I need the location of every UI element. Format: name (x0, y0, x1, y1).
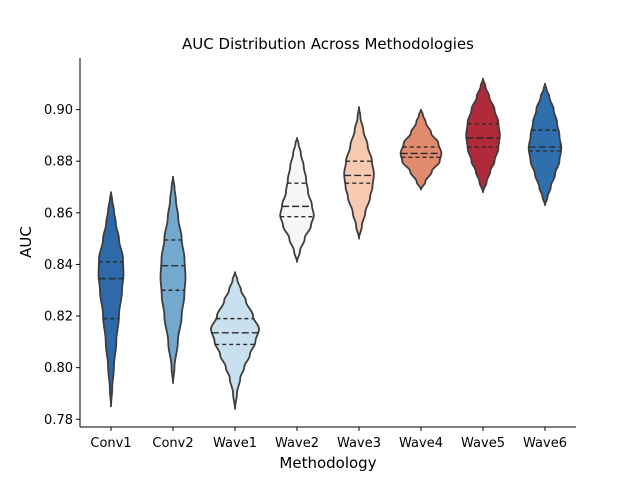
y-tick-label: 0.86 (44, 206, 73, 221)
x-tick-label-wave5: Wave5 (461, 436, 505, 451)
axes (79, 58, 576, 428)
violin-wave5 (465, 77, 501, 194)
x-tick-label-wave4: Wave4 (399, 436, 443, 451)
x-tick-label-wave3: Wave3 (337, 436, 381, 451)
y-ticks: 0.78 0.80 0.82 0.84 0.86 0.88 0.90 (44, 103, 80, 428)
plot-area (97, 77, 563, 410)
chart-title: AUC Distribution Across Methodologies (182, 35, 474, 53)
violin-wave2 (279, 137, 315, 263)
y-tick-label: 0.90 (44, 103, 73, 118)
x-axis-title: Methodology (279, 454, 376, 472)
y-tick-label: 0.78 (44, 413, 73, 428)
violin-wave4 (399, 108, 443, 191)
x-ticks: Conv1 Conv2 Wave1 Wave2 Wave3 Wave4 Wave5 Wave6 (90, 427, 567, 451)
x-tick-label-wave2: Wave2 (275, 436, 319, 451)
x-tick-label-wave1: Wave1 (213, 436, 257, 451)
y-tick-label: 0.80 (44, 361, 73, 376)
violin-wave3 (343, 106, 375, 240)
violin-conv2 (159, 175, 187, 385)
y-axis-title: AUC (17, 226, 35, 258)
x-tick-label-wave6: Wave6 (523, 436, 567, 451)
violin-conv1 (97, 191, 125, 408)
violin-wave1 (210, 271, 260, 410)
y-tick-label: 0.84 (44, 258, 73, 273)
y-tick-label: 0.82 (44, 310, 73, 325)
x-tick-label-conv1: Conv1 (90, 436, 131, 451)
x-tick-label-conv2: Conv2 (152, 436, 193, 451)
y-tick-label: 0.88 (44, 155, 73, 170)
violin-wave6 (527, 82, 563, 206)
